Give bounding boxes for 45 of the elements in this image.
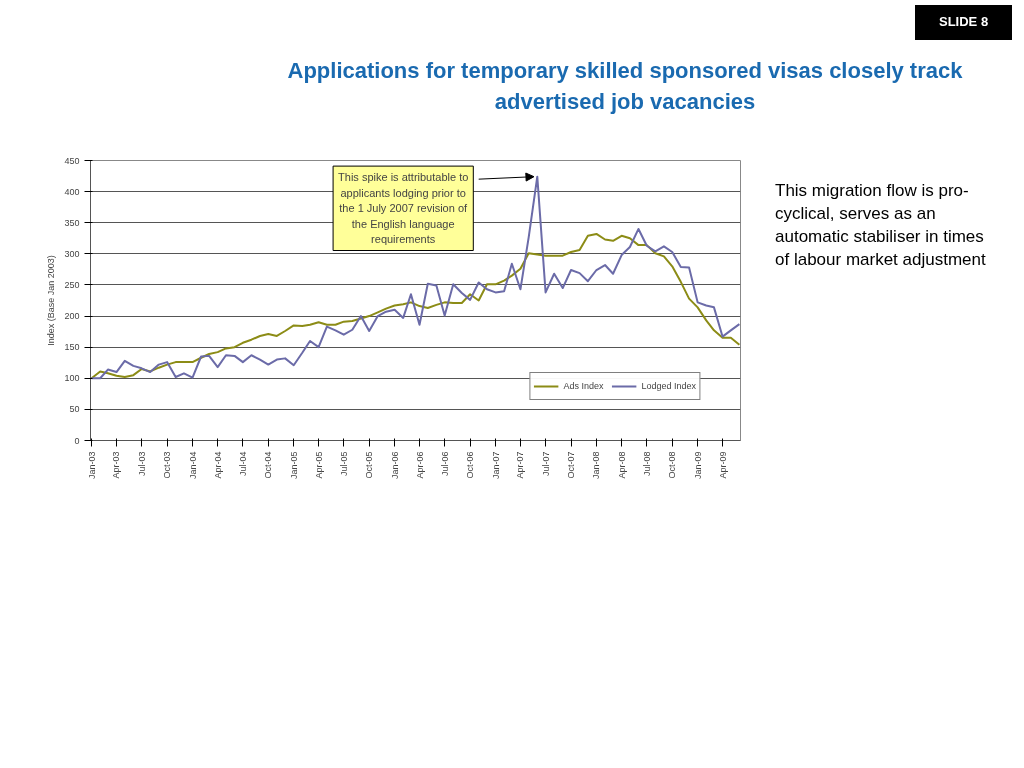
text: SLIDE 8 [915, 5, 1013, 40]
x-tick-label: Oct-03 [162, 451, 173, 479]
x-tick-label: Jan-08 [591, 451, 602, 480]
y-tick-label: 250 [64, 279, 80, 290]
line-series [90, 175, 741, 380]
x-tick-label: Oct-06 [465, 451, 476, 479]
x-tick-label: Apr-08 [616, 451, 627, 479]
x-tick-label: Oct-08 [667, 451, 678, 479]
legend-label: Lodged Index [641, 381, 696, 391]
x-tick-label: Jul-07 [540, 451, 551, 477]
x-tick-label: Jul-04 [237, 451, 248, 477]
x-tick-label: Apr-09 [717, 451, 728, 479]
x-tick-label: Apr-03 [111, 451, 122, 479]
y-tick-label: 300 [64, 248, 80, 259]
x-tick-label: Jan-09 [692, 451, 703, 480]
y-axis-title: Index (Base Jan 2003) [46, 255, 57, 346]
x-tick-label: Apr-06 [414, 451, 425, 479]
x-tick-label: Jul-05 [338, 451, 349, 477]
y-tick-label: 200 [64, 311, 80, 322]
y-tick-label: 100 [64, 373, 80, 384]
line-series [90, 232, 741, 380]
x-tick-label: Jan-04 [187, 451, 198, 480]
y-tick-label: 150 [64, 342, 80, 353]
y-tick-label: 0 [74, 435, 80, 446]
x-tick-label: Oct-07 [566, 451, 577, 479]
annotation: This spike is attributable to applicants lodging prior to the 1 July 2007 revision of the English language requirements [338, 171, 469, 246]
x-tick-label: Oct-05 [364, 451, 375, 479]
x-tick-label: Jul-08 [641, 451, 652, 477]
x-tick-label: Jul-06 [439, 451, 450, 477]
x-tick-label: Oct-04 [263, 451, 274, 479]
x-tick-label: Apr-07 [515, 451, 526, 479]
y-tick-label: 400 [64, 186, 80, 197]
y-tick-label: 350 [64, 217, 80, 228]
chart-title: Applications for temporary skilled sponsored visas closely track advertised job vacancies [286, 57, 964, 117]
x-tick-label: Jan-07 [490, 451, 501, 480]
x-tick-label: Jan-06 [389, 451, 400, 480]
x-tick-label: Apr-05 [313, 451, 324, 479]
text: This migration flow is pro-cyclical, serves as an automatic stabiliser in times of labour market adjustment [775, 180, 987, 271]
y-tick-label: 50 [69, 404, 80, 415]
x-tick-label: Apr-04 [212, 451, 223, 479]
x-tick-label: Jul-03 [136, 451, 147, 477]
x-tick-label: Jan-03 [86, 451, 97, 480]
y-tick-label: 450 [64, 155, 80, 166]
x-tick-label: Jan-05 [288, 451, 299, 480]
legend-label: Ads Index [563, 381, 604, 391]
